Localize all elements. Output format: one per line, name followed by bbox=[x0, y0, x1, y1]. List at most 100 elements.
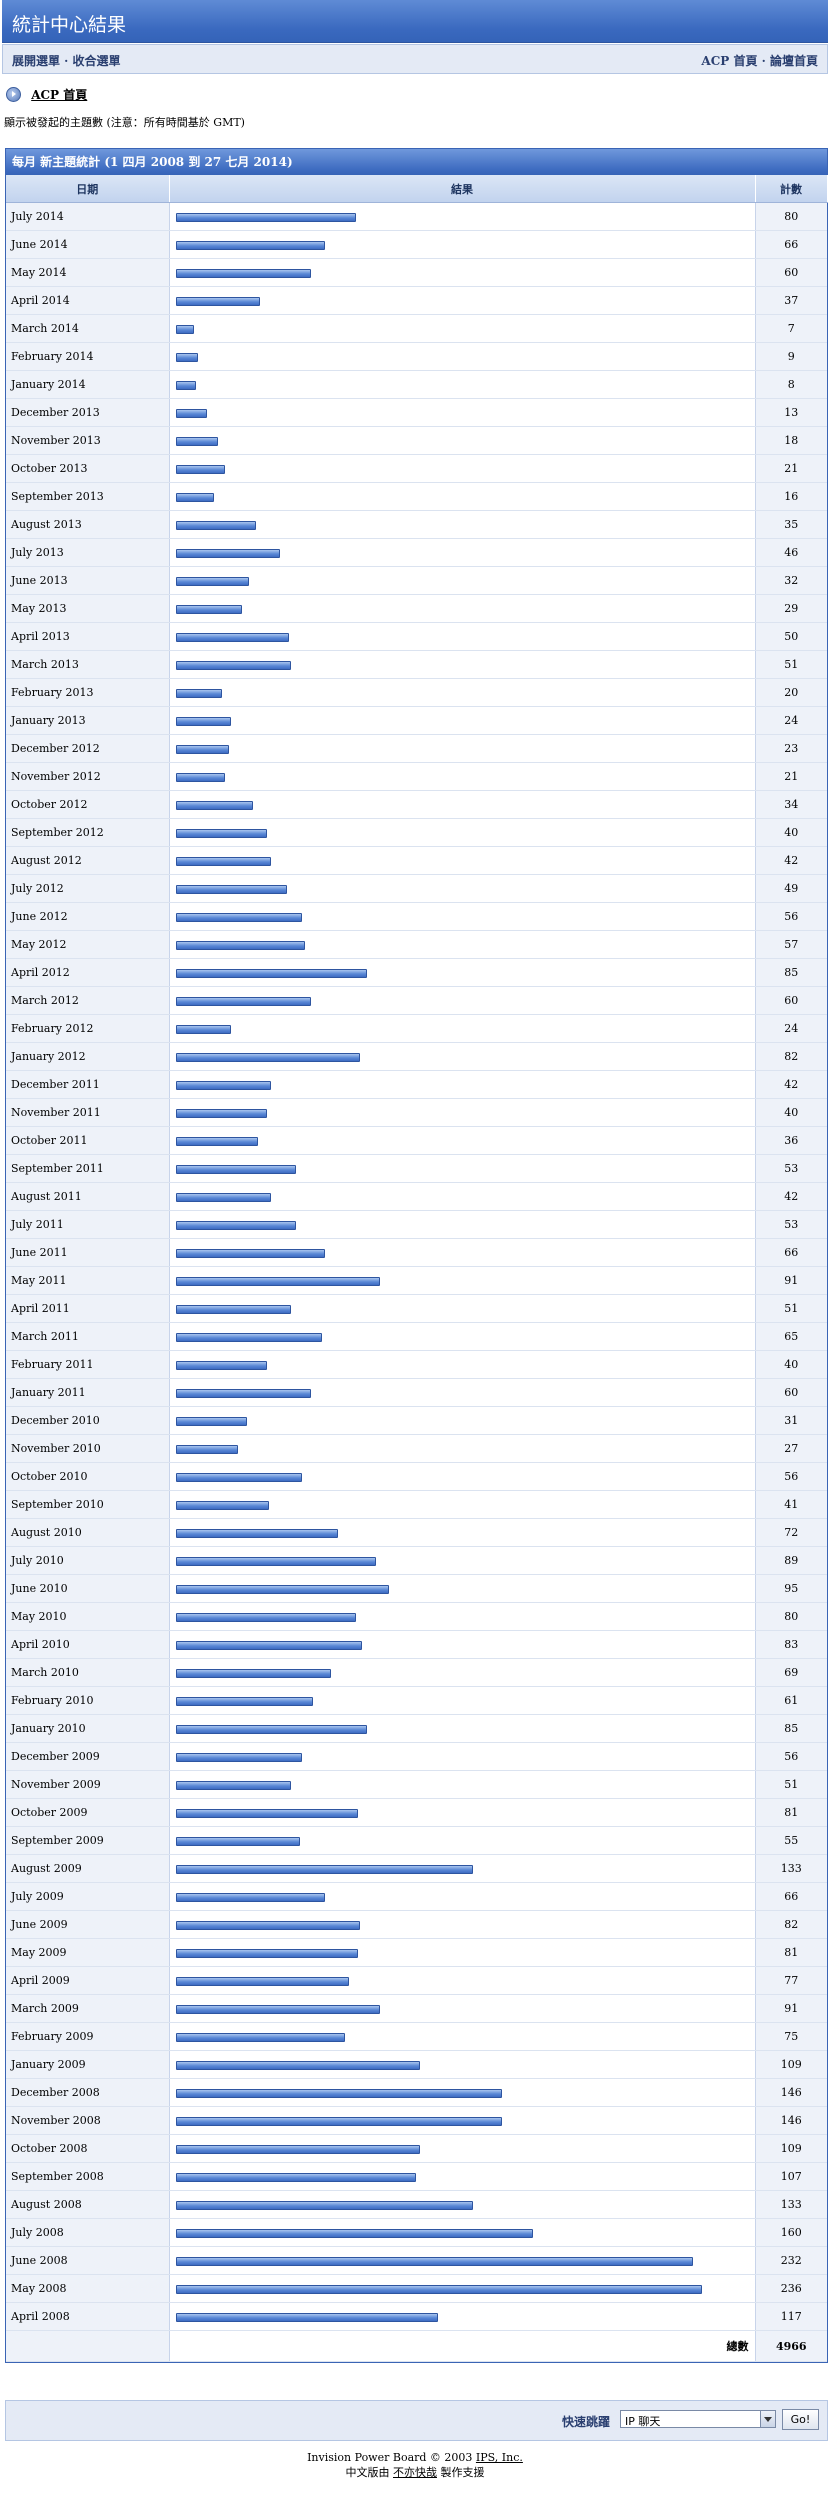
result-bar bbox=[175, 1445, 238, 1454]
row-bar-cell bbox=[169, 1714, 756, 1743]
footer-translation-pre: 中文版由 bbox=[345, 2466, 393, 2479]
row-date: July 2013 bbox=[6, 538, 170, 567]
chevron-down-icon[interactable] bbox=[760, 2411, 775, 2427]
result-bar bbox=[175, 1277, 380, 1286]
row-date: June 2008 bbox=[6, 2246, 170, 2275]
row-date: July 2008 bbox=[6, 2218, 170, 2247]
acp-home-link[interactable]: ACP 首頁 bbox=[31, 88, 88, 102]
row-date: March 2009 bbox=[6, 1994, 170, 2023]
row-date: December 2012 bbox=[6, 734, 170, 763]
table-row: December 2013 13 bbox=[6, 398, 827, 427]
table-row: December 2011 42 bbox=[6, 1070, 827, 1099]
row-bar-cell bbox=[169, 1910, 756, 1939]
table-row: January 2014 8 bbox=[6, 370, 827, 399]
table-row: October 2008 109 bbox=[6, 2134, 827, 2163]
table-row: December 2012 23 bbox=[6, 734, 827, 763]
result-bar bbox=[175, 1333, 322, 1342]
quick-jump-select[interactable]: IP 聊天 bbox=[620, 2410, 776, 2428]
row-bar-cell bbox=[169, 2022, 756, 2051]
row-count: 24 bbox=[755, 706, 827, 735]
table-row: September 2013 16 bbox=[6, 482, 827, 511]
result-bar bbox=[175, 773, 225, 782]
table-row: January 2011 60 bbox=[6, 1378, 827, 1407]
row-count: 42 bbox=[755, 1182, 827, 1211]
footer-translation-post: 製作支援 bbox=[437, 2466, 485, 2479]
row-bar-cell bbox=[169, 1014, 756, 1043]
row-count: 65 bbox=[755, 1322, 827, 1351]
row-date: September 2009 bbox=[6, 1826, 170, 1855]
translator-link[interactable]: 不亦快哉 bbox=[393, 2466, 437, 2479]
row-count: 75 bbox=[755, 2022, 827, 2051]
row-bar-cell bbox=[169, 1350, 756, 1379]
table-row: October 2013 21 bbox=[6, 454, 827, 483]
table-row: October 2011 36 bbox=[6, 1126, 827, 1155]
result-bar bbox=[175, 1557, 376, 1566]
row-count: 51 bbox=[755, 1294, 827, 1323]
result-bar bbox=[175, 1249, 325, 1258]
row-date: January 2009 bbox=[6, 2050, 170, 2079]
row-count: 56 bbox=[755, 1742, 827, 1771]
row-date: October 2011 bbox=[6, 1126, 170, 1155]
result-bar bbox=[175, 1529, 338, 1538]
row-bar-cell bbox=[169, 1294, 756, 1323]
row-date: December 2013 bbox=[6, 398, 170, 427]
row-bar-cell bbox=[169, 706, 756, 735]
result-bar bbox=[175, 1753, 302, 1762]
row-bar-cell bbox=[169, 202, 756, 231]
row-count: 53 bbox=[755, 1154, 827, 1183]
row-date: May 2011 bbox=[6, 1266, 170, 1295]
table-row: March 2010 69 bbox=[6, 1658, 827, 1687]
row-date: October 2013 bbox=[6, 454, 170, 483]
row-count: 40 bbox=[755, 1350, 827, 1379]
result-bar bbox=[175, 1585, 389, 1594]
row-bar-cell bbox=[169, 1630, 756, 1659]
row-count: 34 bbox=[755, 790, 827, 819]
row-date: May 2010 bbox=[6, 1602, 170, 1631]
row-bar-cell bbox=[169, 1238, 756, 1267]
row-date: August 2012 bbox=[6, 846, 170, 875]
table-row: April 2013 50 bbox=[6, 622, 827, 651]
row-bar-cell bbox=[169, 1686, 756, 1715]
row-bar-cell bbox=[169, 258, 756, 287]
table-row: November 2012 21 bbox=[6, 762, 827, 791]
table-row: August 2013 35 bbox=[6, 510, 827, 539]
row-bar-cell bbox=[169, 1266, 756, 1295]
row-bar-cell bbox=[169, 1826, 756, 1855]
row-date: July 2009 bbox=[6, 1882, 170, 1911]
result-bar bbox=[175, 549, 280, 558]
info-note: 顯示被發起的主題數 (注意：所有時間基於 GMT) bbox=[4, 116, 245, 129]
ips-link[interactable]: IPS, Inc. bbox=[475, 2451, 523, 2464]
table-row: April 2012 85 bbox=[6, 958, 827, 987]
table-row: February 2014 9 bbox=[6, 342, 827, 371]
row-date: April 2012 bbox=[6, 958, 170, 987]
expand-collapse-menu-links[interactable]: 展開選單 · 收合選單 bbox=[12, 54, 121, 68]
result-bar bbox=[175, 941, 305, 950]
row-count: 66 bbox=[755, 1882, 827, 1911]
row-bar-cell bbox=[169, 1070, 756, 1099]
row-date: December 2010 bbox=[6, 1406, 170, 1435]
acp-forum-home-links[interactable]: ACP 首頁 · 論壇首頁 bbox=[701, 54, 818, 68]
result-bar bbox=[175, 2033, 345, 2042]
row-date: January 2012 bbox=[6, 1042, 170, 1071]
row-bar-cell bbox=[169, 1098, 756, 1127]
table-row: May 2009 81 bbox=[6, 1938, 827, 1967]
go-button[interactable]: Go! bbox=[782, 2409, 819, 2430]
row-date: December 2011 bbox=[6, 1070, 170, 1099]
result-bar bbox=[175, 1473, 302, 1482]
row-bar-cell bbox=[169, 2134, 756, 2163]
row-count: 66 bbox=[755, 230, 827, 259]
row-bar-cell bbox=[169, 1182, 756, 1211]
result-bar bbox=[175, 353, 198, 362]
result-bar bbox=[175, 269, 311, 278]
row-date: June 2009 bbox=[6, 1910, 170, 1939]
row-date: November 2008 bbox=[6, 2106, 170, 2135]
title-bar: 統計中心結果 bbox=[2, 0, 828, 43]
row-date: October 2012 bbox=[6, 790, 170, 819]
row-count: 66 bbox=[755, 1238, 827, 1267]
row-bar-cell bbox=[169, 1574, 756, 1603]
table-row: May 2011 91 bbox=[6, 1266, 827, 1295]
result-bar bbox=[175, 521, 256, 530]
row-count: 56 bbox=[755, 1462, 827, 1491]
result-bar bbox=[175, 1417, 247, 1426]
row-count: 146 bbox=[755, 2078, 827, 2107]
